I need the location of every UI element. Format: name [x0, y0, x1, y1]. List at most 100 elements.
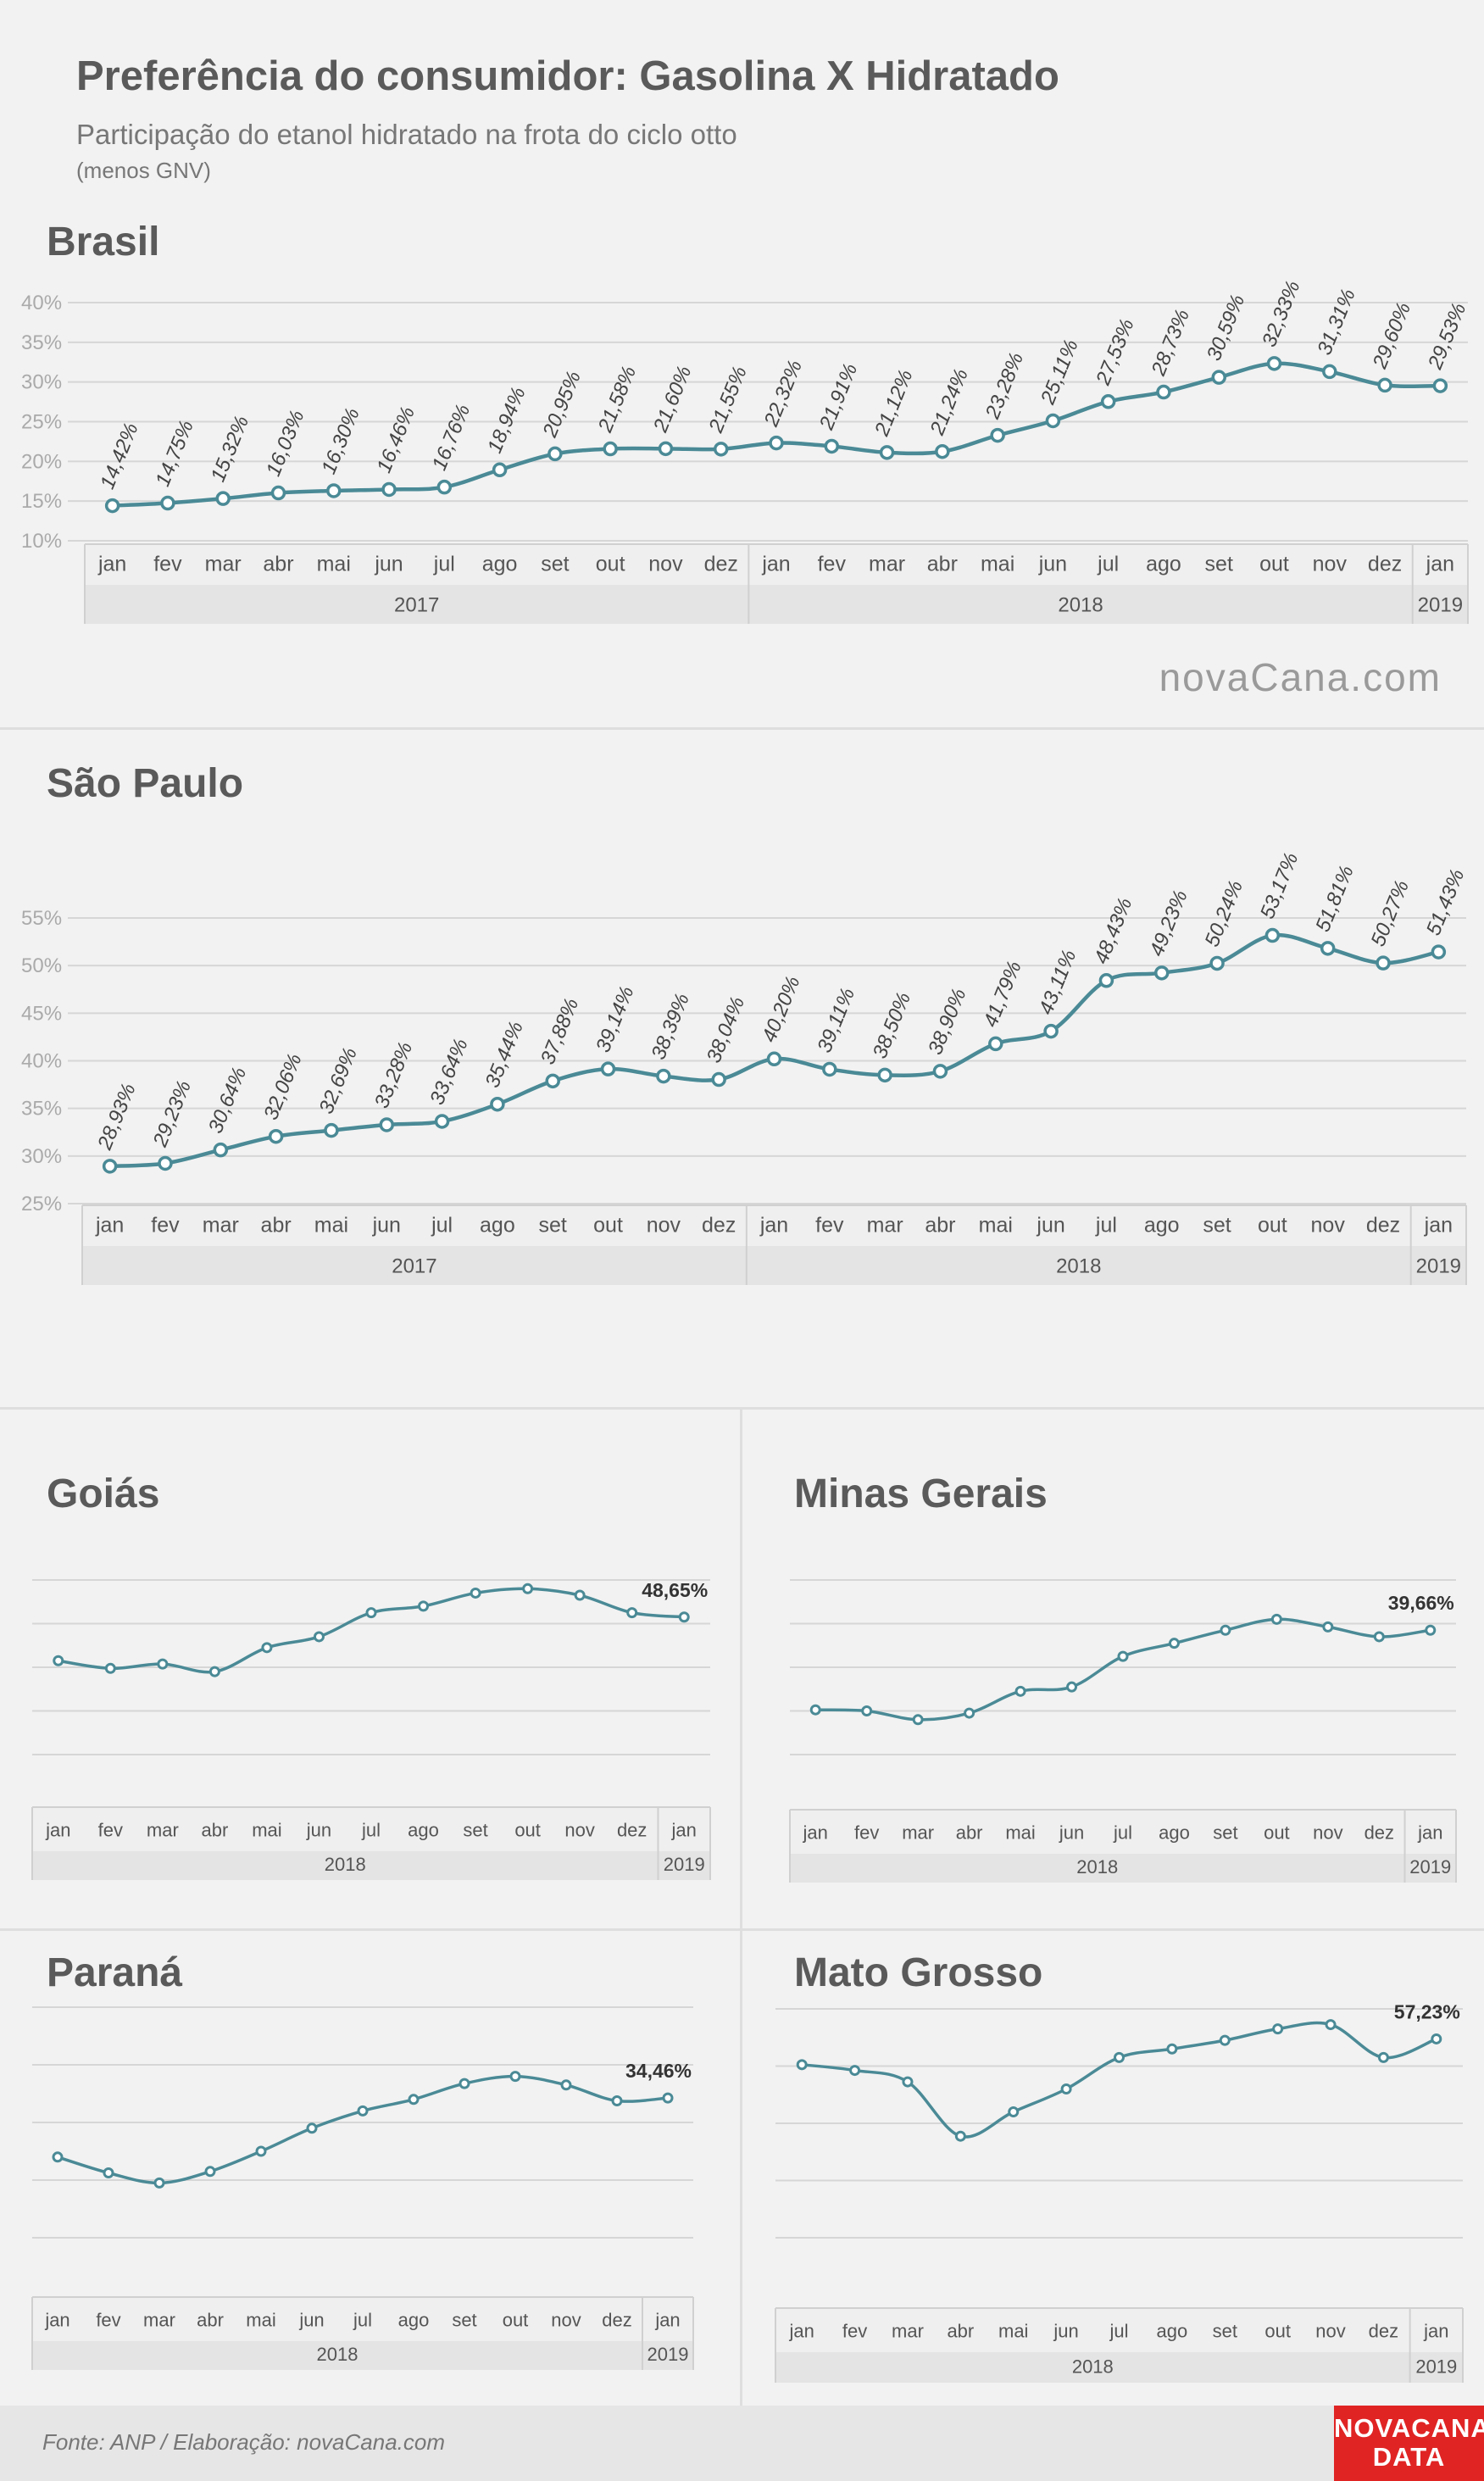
month-label: out: [1258, 1214, 1287, 1238]
month-label: nov: [1311, 1214, 1346, 1238]
data-point: [1376, 955, 1391, 971]
month-label: jan: [1424, 1214, 1453, 1238]
data-label: 21,60%: [649, 363, 697, 437]
data-label: 31,31%: [1313, 286, 1360, 359]
data-point: [902, 2076, 914, 2088]
month-label: jun: [1059, 1822, 1084, 1843]
data-point: [157, 1658, 169, 1670]
month-label: nov: [648, 553, 683, 576]
data-point: [1431, 2033, 1442, 2044]
data-point: [326, 483, 342, 498]
data-point: [769, 435, 784, 451]
month-axis-band: [85, 544, 1468, 585]
month-label: abr: [197, 2309, 224, 2330]
data-label: 48,43%: [1090, 894, 1137, 967]
month-label: dez: [1369, 2320, 1398, 2341]
data-label: 21,24%: [925, 365, 973, 439]
month-label: mar: [892, 2320, 924, 2341]
year-label: 2018: [1056, 1254, 1101, 1277]
data-point: [1373, 1631, 1385, 1643]
month-label: ago: [482, 553, 518, 576]
data-point: [434, 1114, 450, 1129]
data-point: [365, 1607, 377, 1619]
month-label: nov: [647, 1214, 681, 1238]
data-point: [1008, 2106, 1020, 2117]
brand-watermark: novaCana.com: [1159, 655, 1442, 699]
month-label: fev: [151, 1214, 180, 1238]
month-label: fev: [842, 2320, 867, 2341]
month-label: ago: [398, 2309, 430, 2330]
chart-title-sao-paulo: São Paulo: [47, 761, 244, 806]
data-point: [204, 2166, 216, 2178]
month-label: fev: [153, 553, 182, 576]
chart-title-parana: Paraná: [47, 1950, 183, 1995]
last-value-label: 39,66%: [1388, 1592, 1454, 1614]
year-axis-band: [775, 2352, 1463, 2383]
month-label: mai: [317, 553, 351, 576]
data-point: [1322, 1621, 1334, 1633]
last-value-label: 57,23%: [1394, 2000, 1460, 2022]
month-label: abr: [927, 553, 958, 576]
data-label: 39,14%: [592, 983, 639, 1056]
page-title: Preferência do consumidor: Gasolina X Hi…: [76, 53, 1059, 99]
year-label: 2019: [648, 2344, 689, 2365]
data-label: 25,11%: [1037, 337, 1083, 409]
month-label: nov: [1313, 553, 1348, 576]
data-point: [213, 1142, 229, 1158]
month-label: jun: [298, 2309, 324, 2330]
data-point: [574, 1589, 586, 1601]
month-label: abr: [201, 1819, 228, 1840]
data-label: 16,46%: [373, 403, 420, 476]
data-point: [824, 438, 840, 454]
y-tick-label: 35%: [21, 331, 62, 354]
y-tick-label: 40%: [21, 292, 62, 314]
y-tick-label: 35%: [21, 1098, 62, 1121]
month-label: jan: [97, 553, 126, 576]
month-axis-band: [32, 2297, 693, 2341]
month-label: jun: [374, 553, 403, 576]
data-point: [1045, 413, 1061, 429]
data-point: [1117, 1650, 1129, 1662]
data-point: [53, 1655, 64, 1666]
data-point: [153, 2177, 165, 2189]
y-tick-label: 45%: [21, 1002, 62, 1025]
month-label: mar: [205, 553, 242, 576]
month-label: jul: [353, 2309, 372, 2330]
month-label: dez: [1365, 1822, 1394, 1843]
year-label: 2019: [1418, 593, 1463, 616]
last-value-label: 48,65%: [642, 1579, 708, 1601]
month-label: mai: [314, 1214, 348, 1238]
month-label: jul: [431, 1214, 453, 1238]
month-label: jan: [761, 553, 790, 576]
data-point: [104, 498, 120, 514]
year-label: 2019: [1415, 2356, 1457, 2377]
y-tick-label: 25%: [21, 411, 62, 434]
data-label: 18,94%: [483, 384, 531, 457]
section-divider: [0, 1928, 1484, 1931]
data-label: 30,64%: [204, 1064, 252, 1137]
chart-mato-grosso: 2018 2019 jan fev mar abr mai jun jul ago set out no…: [775, 2000, 1464, 2383]
month-label: dez: [1368, 553, 1402, 576]
y-tick-label: 10%: [21, 530, 62, 553]
month-label: mai: [981, 553, 1014, 576]
data-point: [357, 2105, 369, 2117]
month-label: jul: [1113, 1822, 1132, 1843]
data-label: 21,58%: [593, 363, 641, 437]
data-point: [408, 2094, 420, 2106]
series-line: [815, 1617, 1431, 1722]
data-label: 14,42%: [96, 420, 143, 492]
data-point: [1219, 2034, 1231, 2046]
month-label: out: [514, 1819, 541, 1840]
data-point: [1266, 356, 1282, 371]
month-label: mar: [203, 1214, 239, 1238]
data-label: 20,95%: [538, 368, 586, 442]
data-point: [379, 1117, 395, 1132]
footer-source: Fonte: ANP / Elaboração: novaCana.com: [42, 2429, 445, 2455]
month-label: jan: [95, 1214, 124, 1238]
data-label: 38,50%: [869, 989, 916, 1062]
month-label: nov: [551, 2309, 581, 2330]
month-label: jan: [1417, 1822, 1442, 1843]
data-label: 23,28%: [981, 349, 1028, 423]
chart-goias: 2018 2019 jan fev mar abr mai jun jul ago set out no…: [31, 1579, 711, 1880]
